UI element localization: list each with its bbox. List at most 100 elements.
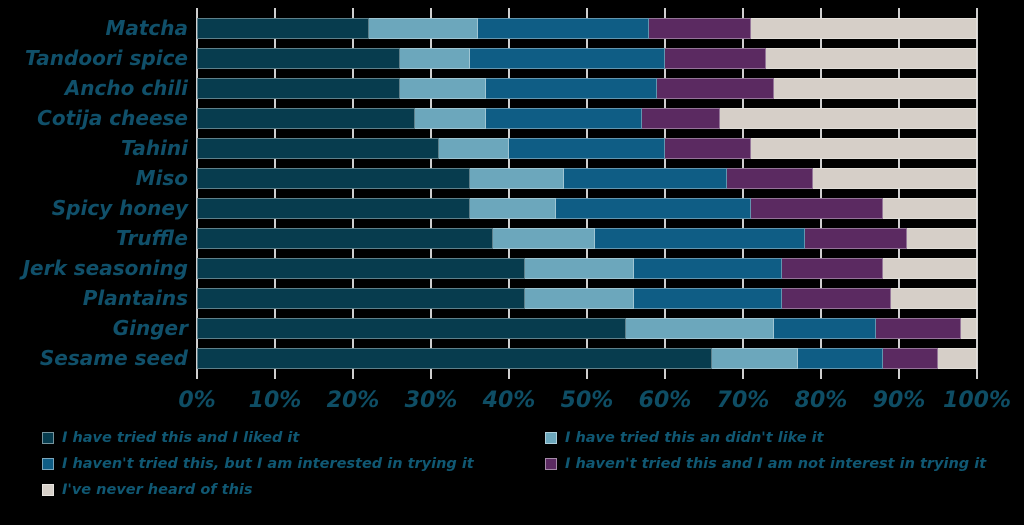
- bar-segment: [197, 77, 400, 99]
- bar-segment: [727, 167, 814, 189]
- bar-segment: [813, 167, 977, 189]
- bar-row: Matcha: [0, 13, 1024, 43]
- bar-segment: [641, 107, 720, 129]
- category-label: Plantains: [82, 286, 188, 310]
- bar-segment: [626, 317, 775, 339]
- legend-marker-icon: [42, 432, 54, 444]
- x-tick-label: 10%: [248, 388, 302, 413]
- bar-segment: [797, 347, 884, 369]
- bar-track: [197, 47, 977, 69]
- bar-track: [197, 107, 977, 129]
- x-tick-label: 30%: [404, 388, 458, 413]
- bar-segment: [875, 317, 962, 339]
- bar-segment: [750, 137, 977, 159]
- gridline: [898, 8, 900, 379]
- bar-row: Tahini: [0, 133, 1024, 163]
- bar-track: [197, 227, 977, 249]
- bar-segment: [657, 77, 775, 99]
- bar-segment: [664, 137, 751, 159]
- bar-track: [197, 257, 977, 279]
- bar-segment: [485, 77, 658, 99]
- bar-track: [197, 347, 977, 369]
- bar-segment: [781, 287, 892, 309]
- bar-segment: [664, 47, 767, 69]
- bar-segment: [197, 287, 525, 309]
- x-tick-label: 100%: [943, 388, 1011, 413]
- legend-label: I haven't tried this and I am not intere…: [565, 455, 987, 472]
- bar-segment: [415, 107, 486, 129]
- bar-row: Miso: [0, 163, 1024, 193]
- bar-segment: [197, 347, 712, 369]
- bar-row: Plantains: [0, 283, 1024, 313]
- bar-segment: [766, 47, 977, 69]
- legend-marker-icon: [545, 458, 557, 470]
- bar-segment: [197, 257, 525, 279]
- bar-segment: [493, 227, 595, 249]
- bar-segment: [470, 197, 556, 219]
- bar-row: Ancho chili: [0, 73, 1024, 103]
- x-axis: 0% 10% 20% 30% 40% 50% 60% 70% 80% 90% 100%: [178, 387, 1011, 417]
- bar-segment: [883, 197, 977, 219]
- bar-segment: [508, 137, 665, 159]
- category-label: Tandoori spice: [25, 46, 188, 70]
- x-tick-label: 70%: [716, 388, 770, 413]
- gridline: [274, 8, 276, 379]
- legend-marker-icon: [545, 432, 557, 444]
- bar-track: [197, 287, 977, 309]
- bar-segment: [805, 227, 907, 249]
- gridline: [508, 8, 510, 379]
- bar-segment: [937, 347, 977, 369]
- bar-segment: [477, 17, 650, 39]
- bar-segment: [781, 257, 884, 279]
- bar-row: Sesame seed: [0, 343, 1024, 373]
- bar-segment: [524, 287, 634, 309]
- gridline: [742, 8, 744, 379]
- bar-segment: [399, 77, 486, 99]
- bar-rows: Matcha Tandoori spice Ancho chili Cotija ch…: [0, 13, 1024, 373]
- bar-segment: [563, 167, 728, 189]
- category-label: Sesame seed: [39, 346, 188, 370]
- bar-track: [197, 317, 977, 339]
- bar-track: [197, 197, 977, 219]
- category-label: Matcha: [105, 16, 188, 40]
- legend-item: I haven't tried this, but I am intereste…: [42, 455, 545, 473]
- bar-track: [197, 17, 977, 39]
- bar-segment: [594, 227, 806, 249]
- bar-segment: [470, 167, 564, 189]
- x-tick-label: 40%: [482, 388, 536, 413]
- bar-segment: [197, 107, 416, 129]
- legend-label: I have tried this an didn't like it: [565, 429, 824, 446]
- bar-segment: [750, 197, 884, 219]
- bar-segment: [438, 137, 509, 159]
- gridline: [352, 8, 354, 379]
- bar-segment: [774, 77, 977, 99]
- bar-segment: [197, 227, 494, 249]
- bar-segment: [469, 47, 665, 69]
- bar-row: Jerk seasoning: [0, 253, 1024, 283]
- category-label: Ginger: [112, 316, 188, 340]
- gridline: [976, 8, 978, 379]
- bar-segment: [197, 17, 369, 39]
- bar-segment: [524, 257, 634, 279]
- legend: I have tried this and I liked it I have t…: [42, 429, 1002, 499]
- bar-segment: [197, 137, 439, 159]
- bar-row: Spicy honey: [0, 193, 1024, 223]
- bar-segment: [891, 287, 977, 309]
- x-tick-label: 90%: [872, 388, 926, 413]
- bar-segment: [555, 197, 751, 219]
- x-tick-label: 50%: [560, 388, 614, 413]
- bar-row: Truffle: [0, 223, 1024, 253]
- bar-segment: [197, 167, 470, 189]
- legend-marker-icon: [42, 484, 54, 496]
- bar-segment: [774, 317, 876, 339]
- x-tick-label: 0%: [178, 388, 216, 413]
- bar-segment: [197, 197, 470, 219]
- legend-item: I've never heard of this: [42, 481, 545, 499]
- bar-track: [197, 167, 977, 189]
- category-label: Spicy honey: [51, 196, 188, 220]
- bar-segment: [399, 47, 470, 69]
- bar-segment: [649, 17, 751, 39]
- bar-segment: [633, 257, 782, 279]
- category-label: Ancho chili: [64, 76, 188, 100]
